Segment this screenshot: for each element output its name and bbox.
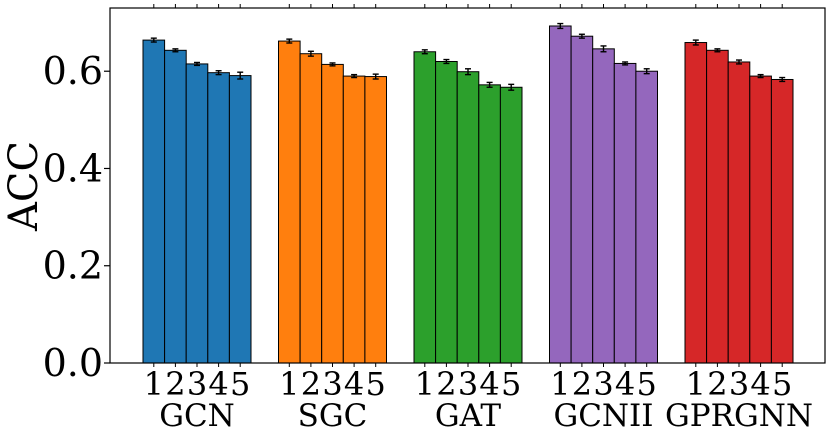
bar-gprgnn-1 bbox=[684, 42, 708, 364]
error-bar-gprgnn-2 bbox=[714, 48, 721, 53]
x-tick-label: 2 bbox=[301, 365, 321, 403]
x-tick-label: 1 bbox=[550, 365, 570, 403]
bar-sgc-4 bbox=[342, 75, 366, 364]
x-tick-label: 2 bbox=[707, 365, 727, 403]
bar-sgc-5 bbox=[364, 76, 387, 364]
error-bar-gcn-2 bbox=[172, 48, 179, 53]
x-tick-label: 4 bbox=[208, 365, 228, 403]
bar-gcnii-1 bbox=[549, 25, 572, 364]
x-tick-label: 3 bbox=[322, 365, 342, 403]
error-bar-gat-1 bbox=[421, 49, 428, 55]
bar-gcnii-4 bbox=[613, 62, 637, 364]
x-tick-label: 3 bbox=[729, 365, 749, 403]
bar-gprgnn-4 bbox=[749, 75, 772, 364]
bar-gprgnn-5 bbox=[770, 78, 794, 364]
error-bar-gcn-5 bbox=[237, 71, 244, 80]
bar-gat-2 bbox=[435, 60, 458, 364]
error-bar-gcn-4 bbox=[215, 70, 222, 76]
error-bar-gat-3 bbox=[465, 68, 471, 76]
bar-gprgnn-3 bbox=[727, 61, 751, 364]
x-tick-label: 5 bbox=[501, 365, 521, 403]
x-tick-label: 4 bbox=[344, 365, 364, 403]
group-label-gcnii: GCNII bbox=[553, 398, 653, 434]
x-tick-label: 5 bbox=[366, 365, 386, 403]
group-label-sgc: SGC bbox=[298, 398, 368, 434]
x-tick-label: 2 bbox=[165, 365, 185, 403]
x-tick-label: 5 bbox=[772, 365, 792, 403]
x-tick-label: 1 bbox=[686, 365, 706, 403]
bar-gcn-3 bbox=[185, 63, 209, 364]
error-bar-gat-2 bbox=[443, 58, 450, 65]
bar-gcn-4 bbox=[207, 72, 230, 364]
bar-gcn-1 bbox=[142, 39, 166, 364]
error-bar-gprgnn-5 bbox=[779, 76, 786, 83]
y-tick-label: 0.0 bbox=[43, 341, 103, 385]
error-bar-gat-5 bbox=[508, 83, 515, 91]
bar-gcn-2 bbox=[164, 49, 187, 364]
bars-layer bbox=[142, 25, 794, 364]
error-bar-gprgnn-1 bbox=[692, 39, 699, 46]
error-bar-sgc-3 bbox=[329, 62, 336, 67]
x-tick-label: 4 bbox=[750, 365, 770, 403]
x-tick-label: 4 bbox=[479, 365, 499, 403]
y-tick-label: 0.4 bbox=[43, 146, 103, 190]
bar-gprgnn-2 bbox=[706, 49, 729, 364]
error-bar-gcnii-5 bbox=[643, 68, 650, 75]
x-tick-label: 3 bbox=[187, 365, 207, 403]
group-label-gat: GAT bbox=[435, 398, 501, 434]
x-tick-label: 1 bbox=[415, 365, 435, 403]
x-tick-label: 1 bbox=[144, 365, 164, 403]
bar-sgc-3 bbox=[321, 63, 344, 364]
error-bar-gprgnn-4 bbox=[757, 73, 764, 79]
x-tick-label: 4 bbox=[615, 365, 635, 403]
bar-gat-1 bbox=[413, 51, 437, 364]
y-axis-label: ACC bbox=[1, 141, 47, 232]
error-bar-gcn-3 bbox=[194, 61, 200, 67]
error-bar-sgc-5 bbox=[372, 73, 379, 80]
error-bar-sgc-2 bbox=[307, 50, 314, 57]
error-bar-sgc-1 bbox=[286, 38, 293, 44]
y-tick-label: 0.2 bbox=[43, 244, 103, 288]
bar-gat-4 bbox=[478, 84, 501, 364]
group-label-gprgnn: GPRGNN bbox=[665, 398, 813, 434]
x-tick-label: 3 bbox=[458, 365, 478, 403]
x-tick-label: 3 bbox=[593, 365, 613, 403]
bar-gat-5 bbox=[499, 86, 523, 364]
x-tick-label: 2 bbox=[572, 365, 592, 403]
bar-sgc-2 bbox=[299, 53, 323, 364]
x-tick-label: 2 bbox=[436, 365, 456, 403]
x-tick-label: 5 bbox=[230, 365, 250, 403]
error-bar-sgc-4 bbox=[351, 73, 358, 79]
bar-gcnii-5 bbox=[635, 70, 659, 364]
bar-gcnii-2 bbox=[570, 35, 594, 364]
error-bar-gcnii-2 bbox=[578, 33, 585, 39]
bar-sgc-1 bbox=[278, 40, 301, 364]
error-bar-gat-4 bbox=[486, 81, 493, 88]
x-tick-label: 1 bbox=[279, 365, 299, 403]
bar-gat-3 bbox=[456, 71, 480, 364]
x-tick-label: 5 bbox=[637, 365, 657, 403]
bar-gcn-5 bbox=[228, 75, 252, 364]
error-bar-gcn-1 bbox=[150, 37, 157, 43]
error-bar-gcnii-4 bbox=[622, 61, 629, 66]
error-bars-layer bbox=[150, 22, 786, 91]
error-bar-gcnii-3 bbox=[600, 45, 607, 53]
y-tick-label: 0.6 bbox=[43, 49, 103, 93]
error-bar-gprgnn-3 bbox=[736, 59, 742, 65]
bar-gcnii-3 bbox=[592, 48, 615, 364]
error-bar-gcnii-1 bbox=[557, 22, 564, 30]
group-label-gcn: GCN bbox=[159, 398, 235, 434]
